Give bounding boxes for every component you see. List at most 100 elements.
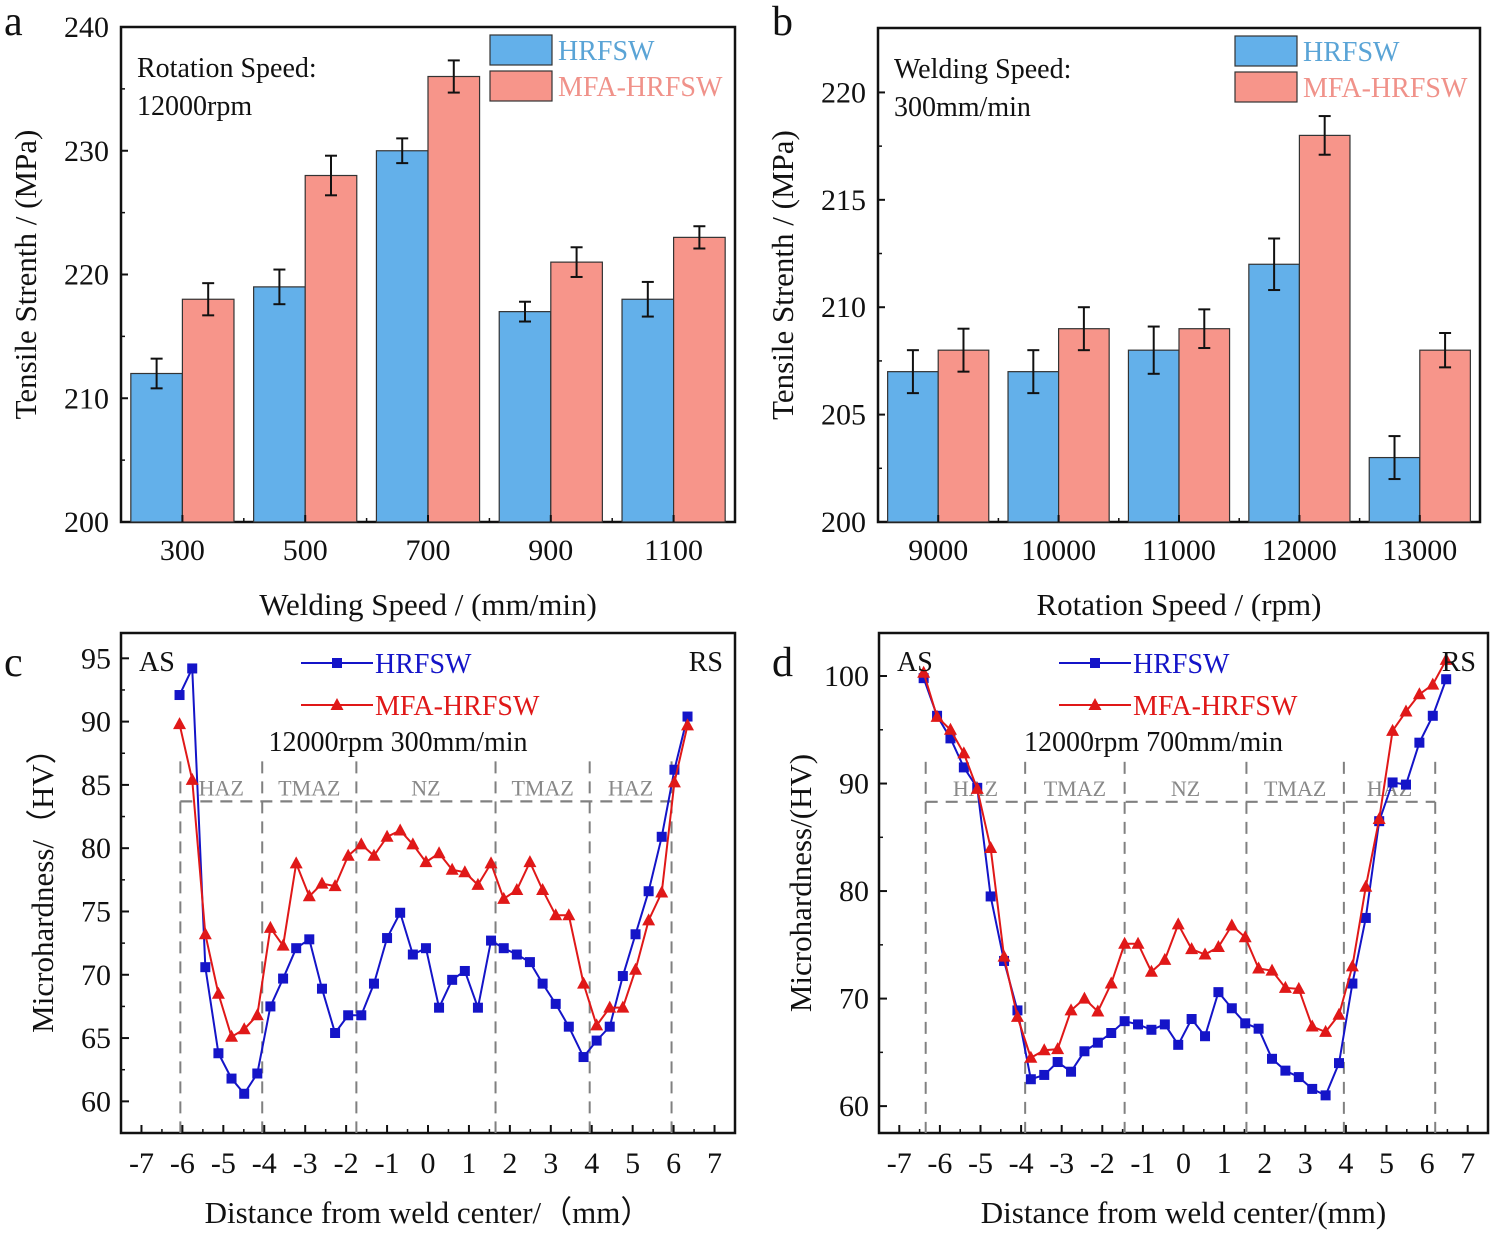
marker-hrfsw: [459, 965, 470, 976]
y-tick-label: 95: [81, 642, 111, 675]
panel-letter-b: b: [772, 0, 793, 45]
zone-label-haz: HAZ: [608, 775, 653, 800]
condition-annotation: 12000rpm 700mm/min: [1024, 727, 1283, 758]
marker-mfa-hrfsw: [250, 1008, 264, 1021]
marker-hrfsw: [1119, 1016, 1130, 1027]
marker-hrfsw: [1333, 1058, 1344, 1069]
lines-c: [173, 663, 695, 1099]
y-tick-label: 220: [64, 259, 109, 292]
marker-hrfsw: [1226, 1003, 1237, 1014]
marker-mfa-hrfsw: [1171, 917, 1185, 930]
marker-mfa-hrfsw: [1185, 942, 1199, 955]
x-tick-label: 7: [707, 1147, 722, 1180]
legend-label-hrfsw: HRFSW: [558, 36, 655, 67]
x-tick-label: -4: [252, 1147, 277, 1180]
x-axis-title-b: Rotation Speed / (rpm): [1037, 587, 1322, 622]
zone-label-haz: HAZ: [199, 775, 244, 800]
x-axis-title-d: Distance from weld center/(mm): [981, 1195, 1386, 1230]
marker-mfa-hrfsw: [185, 772, 199, 785]
legend-label-hrfsw: HRFSW: [375, 649, 472, 680]
marker-mfa-hrfsw: [263, 920, 277, 933]
bars-b: [887, 115, 1471, 523]
marker-hrfsw: [563, 1021, 574, 1032]
marker-hrfsw: [200, 962, 211, 973]
bar-mfa-hrfsw-11000: [1178, 328, 1231, 523]
marker-mfa-hrfsw: [471, 877, 485, 890]
marker-mfa-hrfsw: [458, 865, 472, 878]
marker-hrfsw: [1200, 1031, 1211, 1042]
x-tick-label: 5: [625, 1147, 640, 1180]
bar-hrfsw-700: [375, 150, 429, 523]
error-bar: [396, 137, 409, 165]
y-axis-title-c: Microhardness/（HV）: [25, 733, 60, 1033]
marker-mfa-hrfsw: [497, 891, 511, 904]
x-tick-label: 5: [1379, 1147, 1394, 1180]
marker-hrfsw: [1106, 1028, 1117, 1038]
marker-hrfsw: [1173, 1039, 1184, 1050]
x-tick-label: 4: [1338, 1147, 1353, 1180]
error-bar: [447, 59, 460, 94]
error-bar: [519, 300, 532, 323]
marker-mfa-hrfsw: [1024, 1050, 1038, 1063]
x-tick-label: -3: [1049, 1147, 1074, 1180]
axes-b: 200 205 210 215 220 9000 10000 11000 12000 13000: [821, 76, 1457, 567]
bar-hrfsw-11000: [1127, 349, 1180, 523]
bar-mfa-hrfsw-300: [181, 298, 235, 523]
y-tick-label: 100: [824, 660, 869, 693]
marker-mfa-hrfsw: [1319, 1024, 1333, 1037]
legend-label-hrfsw: HRFSW: [1303, 37, 1400, 68]
marker-mfa-hrfsw: [642, 913, 656, 926]
legend-label-mfa-hrfsw: MFA-HRFSW: [1133, 691, 1298, 722]
marker-hrfsw: [1400, 779, 1411, 790]
legend-d: HRFSW MFA-HRFSW: [1059, 649, 1298, 722]
y-tick-label: 75: [81, 895, 111, 928]
marker-mfa-hrfsw: [445, 862, 459, 875]
marker-mfa-hrfsw: [667, 775, 681, 788]
y-tick-label: 80: [839, 875, 869, 908]
marker-mfa-hrfsw: [655, 885, 669, 898]
legend-swatch-hrfsw: [1234, 35, 1298, 67]
marker-hrfsw: [213, 1048, 224, 1059]
marker-mfa-hrfsw: [198, 927, 212, 940]
marker-hrfsw: [1293, 1072, 1304, 1083]
x-tick-label: 10000: [1021, 534, 1096, 567]
marker-mfa-hrfsw: [1144, 964, 1158, 977]
y-tick-label: 200: [821, 506, 866, 539]
x-tick-label: -1: [375, 1147, 400, 1180]
panel-a: a 200 210 220 230 240 300 500 700 900 1100 Rotati…: [4, 0, 737, 622]
error-bar: [1439, 331, 1452, 369]
x-tick-label: -7: [129, 1147, 154, 1180]
error-bar: [150, 357, 163, 390]
marker-hrfsw: [656, 831, 667, 842]
error-bar: [1268, 237, 1281, 292]
legend-marker: [332, 658, 342, 668]
marker-hrfsw: [278, 973, 289, 984]
x-tick-label: 0: [1176, 1147, 1191, 1180]
marker-hrfsw: [1267, 1053, 1278, 1064]
marker-hrfsw: [1025, 1074, 1036, 1085]
x-tick-label: 3: [1298, 1147, 1313, 1180]
marker-mfa-hrfsw: [1064, 1003, 1078, 1016]
x-tick-label: -1: [1130, 1147, 1155, 1180]
x-tick-label: -6: [170, 1147, 195, 1180]
error-bar: [570, 246, 583, 278]
marker-hrfsw: [550, 998, 561, 1009]
marker-hrfsw: [343, 1010, 354, 1021]
side-label-as: AS: [139, 647, 175, 678]
x-tick-label: 11000: [1142, 534, 1216, 567]
legend-marker: [1088, 698, 1102, 710]
marker-hrfsw: [1133, 1019, 1144, 1030]
y-tick-label: 60: [81, 1085, 111, 1118]
condition-annotation: 12000rpm 300mm/min: [269, 727, 528, 758]
marker-hrfsw: [434, 1002, 445, 1013]
marker-hrfsw: [1414, 737, 1425, 748]
marker-hrfsw: [1039, 1069, 1050, 1080]
marker-mfa-hrfsw: [380, 829, 394, 842]
marker-hrfsw: [578, 1052, 589, 1063]
marker-mfa-hrfsw: [1426, 677, 1440, 690]
marker-hrfsw: [265, 1001, 276, 1012]
marker-mfa-hrfsw: [549, 908, 563, 921]
legend-swatch-mfa-hrfsw: [1234, 71, 1298, 103]
marker-hrfsw: [291, 943, 302, 954]
